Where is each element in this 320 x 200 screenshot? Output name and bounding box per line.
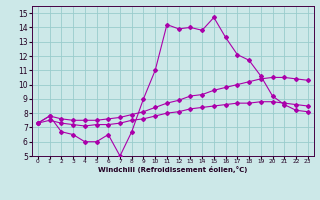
X-axis label: Windchill (Refroidissement éolien,°C): Windchill (Refroidissement éolien,°C) <box>98 166 247 173</box>
